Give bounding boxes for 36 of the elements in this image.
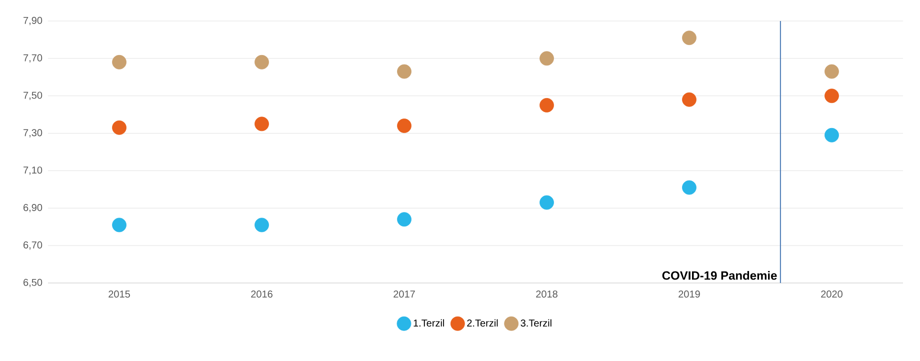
- point: [682, 92, 696, 107]
- point: [397, 212, 412, 227]
- legend-label: 2.Terzil: [467, 319, 498, 327]
- x-tick-label: 2016: [251, 290, 272, 298]
- point: [682, 180, 696, 195]
- point: [682, 30, 696, 46]
- point: [824, 64, 839, 79]
- legend-label: 3.Terzil: [520, 319, 552, 327]
- point: [540, 51, 554, 66]
- ref-line-label: COVID-19 Pandemie: [662, 270, 777, 280]
- x-tick-label: 2015: [108, 290, 130, 298]
- y-tick-label: 7,30: [24, 129, 42, 138]
- point: [824, 128, 839, 142]
- point: [540, 98, 554, 112]
- y-tick-label: 7,70: [24, 54, 42, 63]
- y-tick-label: 6,90: [24, 204, 42, 212]
- x-tick-label: 2020: [821, 290, 842, 298]
- y-tick-label: 6,70: [24, 241, 42, 250]
- y-tick-label: 7,90: [24, 16, 42, 26]
- legend-label: 1.Terzil: [414, 319, 444, 327]
- y-tick-label: 7,50: [24, 92, 42, 100]
- y-tick-label: 7,10: [24, 166, 42, 175]
- point: [254, 116, 269, 132]
- point: [112, 120, 126, 135]
- x-tick-label: 2017: [394, 290, 415, 298]
- x-tick-label: 2018: [536, 290, 558, 298]
- x-tick-label: 2019: [678, 290, 700, 298]
- point: [254, 218, 269, 232]
- point: [397, 64, 412, 79]
- point: [254, 54, 269, 70]
- point: [824, 88, 839, 104]
- point: [397, 118, 412, 133]
- point: [540, 195, 554, 210]
- point: [112, 218, 126, 232]
- y-tick-label: 6,50: [24, 278, 42, 288]
- point: [112, 54, 126, 70]
